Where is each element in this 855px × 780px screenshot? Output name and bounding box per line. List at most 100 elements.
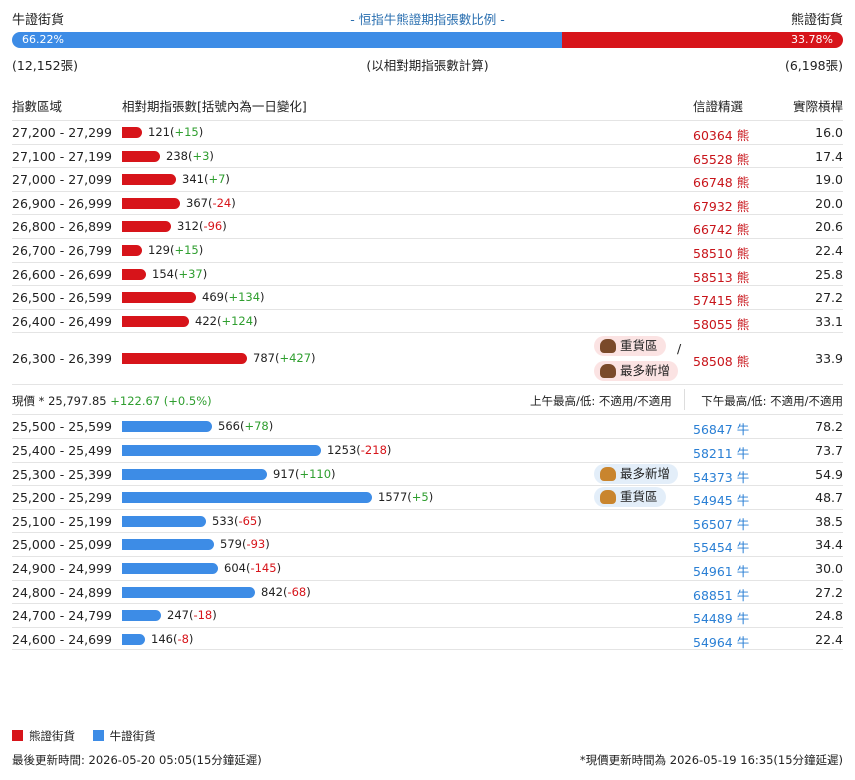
bear-bar — [122, 221, 171, 233]
bear-bar — [122, 150, 160, 162]
table-row: 25,200 - 25,299 1577(+5) 54945 牛 48.7 重貨區 — [12, 485, 843, 509]
bull-header-label: 牛證街貨 — [12, 13, 65, 28]
daily-change: +37 — [178, 266, 203, 281]
bull-bar — [122, 610, 161, 622]
warrant-code-link[interactable]: 58055 熊 — [693, 316, 750, 332]
daily-change: +5 — [411, 490, 429, 505]
warrant-code-link[interactable]: 58513 熊 — [693, 269, 750, 285]
warrant-code-link[interactable]: 58508 熊 — [693, 354, 750, 370]
contract-value: 842(-68) — [261, 584, 311, 599]
daily-change: -24 — [212, 195, 232, 210]
leverage-value: 22.4 — [815, 631, 843, 647]
warrant-code-link[interactable]: 60364 熊 — [693, 128, 750, 143]
warrant-code-link[interactable]: 57415 熊 — [693, 293, 750, 309]
table-row: 26,600 - 26,699 154(+37) 58513 熊 25.8 — [12, 261, 843, 286]
warrant-code-link[interactable]: 55454 牛 — [693, 540, 750, 556]
daily-change: +124 — [221, 313, 254, 328]
warrant-code-link[interactable]: 65528 熊 — [693, 151, 750, 167]
leverage-value: 20.6 — [815, 219, 843, 235]
table-header: 指數區域 相對期指張數[括號內為一日變化] 信證精選 實際槓桿 — [12, 96, 843, 114]
daily-change: +134 — [228, 290, 261, 305]
current-price-row: 現價 * 25,797.85 +122.67 (+0.5%) 上午最高/低: 不… — [12, 384, 843, 414]
table-row: 25,100 - 25,199 533(-65) 56507 牛 38.5 — [12, 508, 843, 533]
warrant-code-link[interactable]: 54945 牛 — [693, 493, 750, 509]
index-range: 26,400 - 26,499 — [12, 313, 112, 329]
contract-value: 533(-65) — [212, 513, 262, 528]
table-row: 26,800 - 26,899 312(-96) 66742 熊 20.6 — [12, 214, 843, 238]
daily-change: +110 — [299, 466, 332, 481]
contract-value: 312(-96) — [177, 219, 227, 234]
heavy-zone-tag: 重貨區 — [594, 336, 666, 357]
current-change: +122.67 (+0.5%) — [110, 394, 212, 409]
index-range: 27,200 - 27,299 — [12, 125, 112, 140]
contract-value: 154(+37) — [152, 266, 208, 281]
warrant-code-link[interactable]: 56507 牛 — [693, 516, 750, 532]
warrant-code-link[interactable]: 54961 牛 — [693, 563, 750, 579]
warrant-code-link[interactable]: 67932 熊 — [693, 198, 750, 214]
bull-bar — [122, 633, 145, 645]
daily-change: +3 — [192, 148, 210, 163]
table-row: 26,400 - 26,499 422(+124) 58055 熊 33.1 — [12, 308, 843, 333]
warrant-code-link[interactable]: 58211 牛 — [693, 445, 750, 461]
leverage-value: 33.1 — [815, 313, 843, 329]
col-contracts: 相對期指張數[括號內為一日變化] — [122, 99, 307, 114]
index-range: 24,900 - 24,999 — [12, 560, 112, 576]
col-range: 指數區域 — [12, 99, 63, 114]
summary-row: (12,152張) (以相對期指張數計算) (6,198張) — [12, 55, 843, 73]
divider — [684, 389, 685, 411]
bull-ratio-segment: 66.22% — [12, 32, 563, 48]
table-row: 24,700 - 24,799 247(-18) 54489 牛 24.8 — [12, 603, 843, 627]
leverage-value: 27.2 — [815, 584, 843, 600]
bear-bar — [122, 292, 196, 304]
contract-value: 469(+134) — [202, 290, 265, 305]
index-range: 26,700 - 26,799 — [12, 242, 112, 258]
bull-bar — [122, 492, 372, 504]
contract-value: 1577(+5) — [378, 490, 434, 505]
warrant-code-link[interactable]: 54373 牛 — [693, 469, 750, 485]
index-range: 26,800 - 26,899 — [12, 219, 112, 235]
contract-value: 121(+15) — [148, 125, 204, 139]
warrant-code-link[interactable]: 58510 熊 — [693, 245, 750, 261]
leverage-value: 78.2 — [815, 419, 843, 435]
bear-bar — [122, 315, 189, 327]
index-range: 26,600 - 26,699 — [12, 266, 112, 282]
warrant-code-link[interactable]: 66748 熊 — [693, 175, 750, 191]
table-row: 24,800 - 24,899 842(-68) 68851 牛 27.2 — [12, 579, 843, 604]
daily-change: +7 — [208, 172, 226, 187]
index-range: 26,500 - 26,599 — [12, 290, 112, 306]
index-range: 26,900 - 26,999 — [12, 195, 112, 211]
leverage-value: 27.2 — [815, 290, 843, 306]
table-row: 26,500 - 26,599 469(+134) 57415 熊 27.2 — [12, 285, 843, 309]
index-range: 25,300 - 25,399 — [12, 466, 112, 482]
bull-bar — [122, 421, 212, 433]
contract-value: 579(-93) — [220, 537, 270, 552]
leverage-value: 25.8 — [815, 266, 843, 282]
bull-bar — [122, 586, 255, 598]
contract-value: 129(+15) — [148, 242, 204, 257]
top-header: 牛證街貨 - 恒指牛熊證期指張數比例 - 熊證街貨 — [12, 9, 843, 28]
leverage-value: 34.4 — [815, 537, 843, 553]
warrant-code-link[interactable]: 68851 牛 — [693, 587, 750, 603]
bull-animal-icon — [600, 490, 616, 505]
index-range: 24,700 - 24,799 — [12, 608, 112, 624]
contract-value: 146(-8) — [151, 631, 194, 646]
index-range: 25,200 - 25,299 — [12, 490, 112, 506]
daily-change: -145 — [250, 560, 277, 575]
bear-bar — [122, 197, 180, 209]
warrant-code-link[interactable]: 54489 牛 — [693, 611, 750, 627]
warrant-code-link[interactable]: 56847 牛 — [693, 422, 750, 438]
daily-change: -18 — [193, 608, 213, 623]
bull-count: (12,152張) — [12, 58, 78, 73]
warrant-code-link[interactable]: 66742 熊 — [693, 222, 750, 238]
bear-header-label: 熊證街貨 — [790, 13, 843, 28]
leverage-value: 20.0 — [815, 195, 843, 211]
leverage-value: 73.7 — [815, 442, 843, 458]
warrant-code-link[interactable]: 54964 牛 — [693, 634, 750, 650]
table-row: 26,900 - 26,999 367(-24) 67932 熊 20.0 — [12, 190, 843, 215]
bear-rows: 27,200 - 27,299 121(+15) 60364 熊 16.0 27,100… — [12, 120, 843, 384]
bear-count: (6,198張) — [784, 58, 843, 73]
bear-bar — [122, 127, 142, 138]
daily-change: -65 — [238, 513, 258, 528]
bear-animal-icon — [600, 364, 616, 379]
calc-note: (以相對期指張數計算) — [366, 58, 489, 73]
